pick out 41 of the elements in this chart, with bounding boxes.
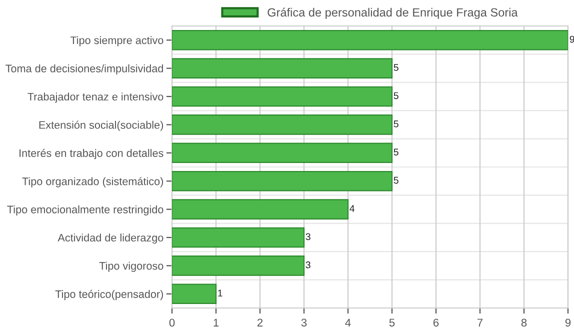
bar <box>172 142 393 164</box>
bar <box>172 227 305 248</box>
bar <box>172 199 349 220</box>
bar <box>172 284 217 304</box>
data-label: 3 <box>306 233 310 240</box>
data-label: 3 <box>306 261 310 268</box>
x-tick-label: 5 <box>389 318 395 327</box>
bar <box>172 170 393 192</box>
x-tick-label: 0 <box>169 318 175 327</box>
bar <box>172 30 568 50</box>
x-tick-label: 9 <box>565 318 571 327</box>
bar <box>172 86 393 107</box>
y-tick-label: Actividad de liderazgo <box>58 234 164 244</box>
data-label: 5 <box>394 148 398 156</box>
data-label: 1 <box>218 290 222 296</box>
data-label: 4 <box>350 205 355 212</box>
x-tick-label: 2 <box>257 318 263 326</box>
data-label: 9 <box>570 36 574 43</box>
x-tick-label: 8 <box>521 318 527 327</box>
y-tick-label: Trabajador tenaz e intensivo <box>28 92 164 103</box>
data-label: 5 <box>394 176 398 184</box>
bar <box>172 114 393 135</box>
data-label: 5 <box>394 64 398 71</box>
data-label: 5 <box>394 120 398 128</box>
x-tick-label: 3 <box>301 318 307 327</box>
x-tick-label: 4 <box>345 318 351 326</box>
bar <box>172 256 305 276</box>
x-tick-label: 7 <box>477 318 483 326</box>
y-tick-label: Tipo teórico(pensador) <box>55 290 164 300</box>
legend-label: Gráfica de personalidad de Enrique Fraga Soria <box>268 8 518 19</box>
y-tick-label: Tipo organizado (sistemático) <box>22 177 164 188</box>
x-tick-label: 6 <box>433 318 439 327</box>
x-tick-label: 1 <box>214 318 219 326</box>
y-tick-label: Tipo vigoroso <box>99 262 164 272</box>
y-tick-label: Tipo siempre activo <box>70 36 164 46</box>
data-label: 5 <box>394 92 398 100</box>
y-tick-label: Toma de decisiones/impulsividad <box>6 64 163 74</box>
y-tick-label: Extensión social(sociable) <box>39 120 163 131</box>
y-tick-label: Interés en trabajo con detalles <box>20 148 164 160</box>
y-tick-label: Tipo emocionalmente restringido <box>7 205 164 216</box>
bar <box>172 58 393 78</box>
